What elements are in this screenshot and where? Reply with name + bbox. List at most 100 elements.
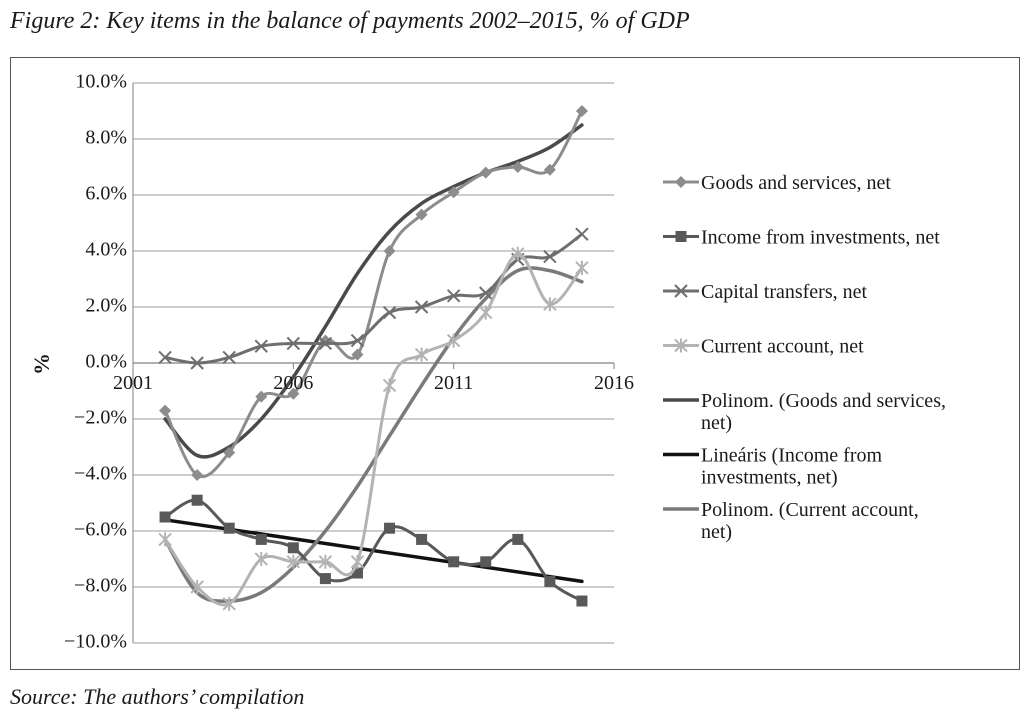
y-tick-label-2: 6.0% bbox=[85, 183, 127, 205]
data-point-2-8 bbox=[414, 300, 429, 314]
legend-label-5-1: investments, net) bbox=[701, 467, 838, 489]
data-point-0-9 bbox=[447, 186, 460, 199]
data-point-3-11 bbox=[511, 246, 525, 261]
data-point-3-6 bbox=[350, 554, 365, 569]
data-point-3-2 bbox=[222, 596, 236, 611]
y-tick-label-8: −6.0% bbox=[74, 519, 127, 541]
data-point-1-1 bbox=[191, 494, 203, 506]
data-point-2-7 bbox=[382, 305, 397, 320]
series-1 bbox=[159, 494, 588, 607]
data-point-0-2 bbox=[223, 446, 236, 459]
data-point-3-10 bbox=[479, 305, 493, 320]
legend-item-2: Capital transfers, net bbox=[663, 281, 867, 303]
data-point-3-8 bbox=[414, 347, 429, 362]
series-line-1 bbox=[164, 498, 583, 603]
data-point-1-8 bbox=[416, 533, 428, 545]
legend-swatch-marker-2 bbox=[674, 284, 688, 298]
x-tick-label-1: 2006 bbox=[273, 372, 313, 394]
axes bbox=[132, 83, 615, 643]
data-point-0-11 bbox=[511, 161, 524, 173]
data-point-2-10 bbox=[479, 286, 493, 300]
legend-label-1-0: Income from investments, net bbox=[701, 227, 940, 249]
y-tick-label-7: −4.0% bbox=[74, 463, 127, 485]
x-tick-label-3: 2016 bbox=[594, 372, 634, 394]
data-point-1-0 bbox=[159, 511, 171, 523]
series-2 bbox=[158, 227, 589, 370]
tick-labels: 10.0% 8.0% 6.0% 4.0% 2.0% 0.0% −2.0% −4.0% −6.0%… bbox=[64, 71, 634, 653]
legend-label-4-0: Polinom. (Goods and services, bbox=[701, 390, 946, 412]
legend-item-0: Goods and services, net bbox=[663, 172, 891, 194]
figure-source: Source: The authors’ compilation bbox=[10, 684, 305, 709]
legend-label-5-0: Lineáris (Income from bbox=[701, 445, 882, 467]
data-point-2-1 bbox=[190, 356, 204, 370]
data-point-3-7 bbox=[382, 378, 397, 393]
legend-item-1: Income from investments, net bbox=[663, 227, 940, 249]
series-3 bbox=[158, 246, 589, 611]
data-point-0-7 bbox=[383, 245, 396, 257]
data-point-1-12 bbox=[544, 575, 556, 587]
data-point-1-4 bbox=[287, 542, 299, 554]
y-tick-label-3: 4.0% bbox=[85, 239, 127, 261]
y-tick-label-4: 2.0% bbox=[85, 295, 127, 317]
legend: Goods and services, net Income from inves… bbox=[663, 172, 946, 543]
figure-caption: Figure 2: Key items in the balance of pa… bbox=[10, 8, 690, 34]
data-point-2-4 bbox=[286, 336, 301, 351]
y-axis-label: % bbox=[29, 353, 54, 375]
data-point-2-0 bbox=[158, 350, 172, 365]
data-point-3-4 bbox=[286, 554, 301, 569]
legend-label-0-0: Goods and services, net bbox=[701, 172, 891, 194]
data-point-2-6 bbox=[350, 333, 365, 348]
y-tick-label-9: −8.0% bbox=[74, 575, 127, 597]
data-point-2-13 bbox=[575, 227, 589, 241]
x-tick-label-2: 2011 bbox=[434, 372, 473, 394]
data-point-3-1 bbox=[190, 580, 204, 594]
data-point-1-6 bbox=[351, 567, 363, 579]
data-point-2-3 bbox=[254, 339, 268, 353]
data-point-0-8 bbox=[415, 208, 428, 221]
data-point-1-13 bbox=[576, 595, 588, 607]
data-point-3-3 bbox=[254, 552, 268, 566]
data-point-1-3 bbox=[255, 533, 267, 545]
legend-item-4: Polinom. (Goods and services,net) bbox=[663, 390, 946, 434]
data-point-3-0 bbox=[158, 532, 172, 547]
legend-swatch-marker-3 bbox=[674, 338, 688, 353]
y-tick-label-0: 10.0% bbox=[75, 71, 127, 93]
data-point-1-2 bbox=[223, 522, 235, 534]
data-point-3-13 bbox=[575, 260, 589, 275]
data-point-1-10 bbox=[480, 556, 492, 568]
line-chart: 10.0% 8.0% 6.0% 4.0% 2.0% 0.0% −2.0% −4.0% −6.0%… bbox=[29, 71, 946, 653]
y-tick-label-6: −2.0% bbox=[74, 407, 127, 429]
data-point-0-0 bbox=[159, 404, 172, 417]
chart-frame: 10.0% 8.0% 6.0% 4.0% 2.0% 0.0% −2.0% −4.0% −6.0%… bbox=[10, 57, 1020, 670]
data-point-0-10 bbox=[479, 166, 492, 179]
data-point-3-12 bbox=[543, 297, 557, 312]
x-tick-label-0: 2001 bbox=[113, 372, 153, 394]
trendline-0 bbox=[163, 123, 584, 459]
legend-label-6-1: net) bbox=[701, 521, 732, 543]
data-point-3-9 bbox=[446, 333, 461, 348]
data-point-0-3 bbox=[255, 390, 268, 403]
data-point-2-9 bbox=[446, 289, 461, 303]
legend-label-3-0: Current account, net bbox=[701, 336, 864, 358]
data-point-2-12 bbox=[543, 249, 557, 264]
data-point-0-12 bbox=[543, 163, 556, 176]
legend-label-6-0: Polinom. (Current account, bbox=[701, 499, 919, 521]
legend-item-3: Current account, net bbox=[663, 336, 864, 358]
data-point-2-2 bbox=[222, 350, 236, 365]
legend-swatch-marker-0 bbox=[675, 176, 687, 188]
legend-label-2-0: Capital transfers, net bbox=[701, 281, 867, 303]
data-point-3-5 bbox=[318, 554, 333, 569]
legend-swatch-marker-1 bbox=[675, 231, 687, 242]
legend-label-4-1: net) bbox=[701, 412, 732, 434]
data-point-0-6 bbox=[351, 348, 364, 361]
data-point-1-9 bbox=[448, 556, 460, 568]
data-point-0-1 bbox=[191, 469, 204, 481]
y-tick-label-1: 8.0% bbox=[85, 127, 127, 149]
data-point-1-11 bbox=[512, 533, 524, 545]
data-point-0-13 bbox=[575, 105, 588, 117]
data-point-2-5 bbox=[318, 336, 333, 351]
data-series bbox=[158, 105, 589, 611]
data-point-1-5 bbox=[319, 573, 331, 585]
data-point-0-4 bbox=[287, 387, 300, 400]
